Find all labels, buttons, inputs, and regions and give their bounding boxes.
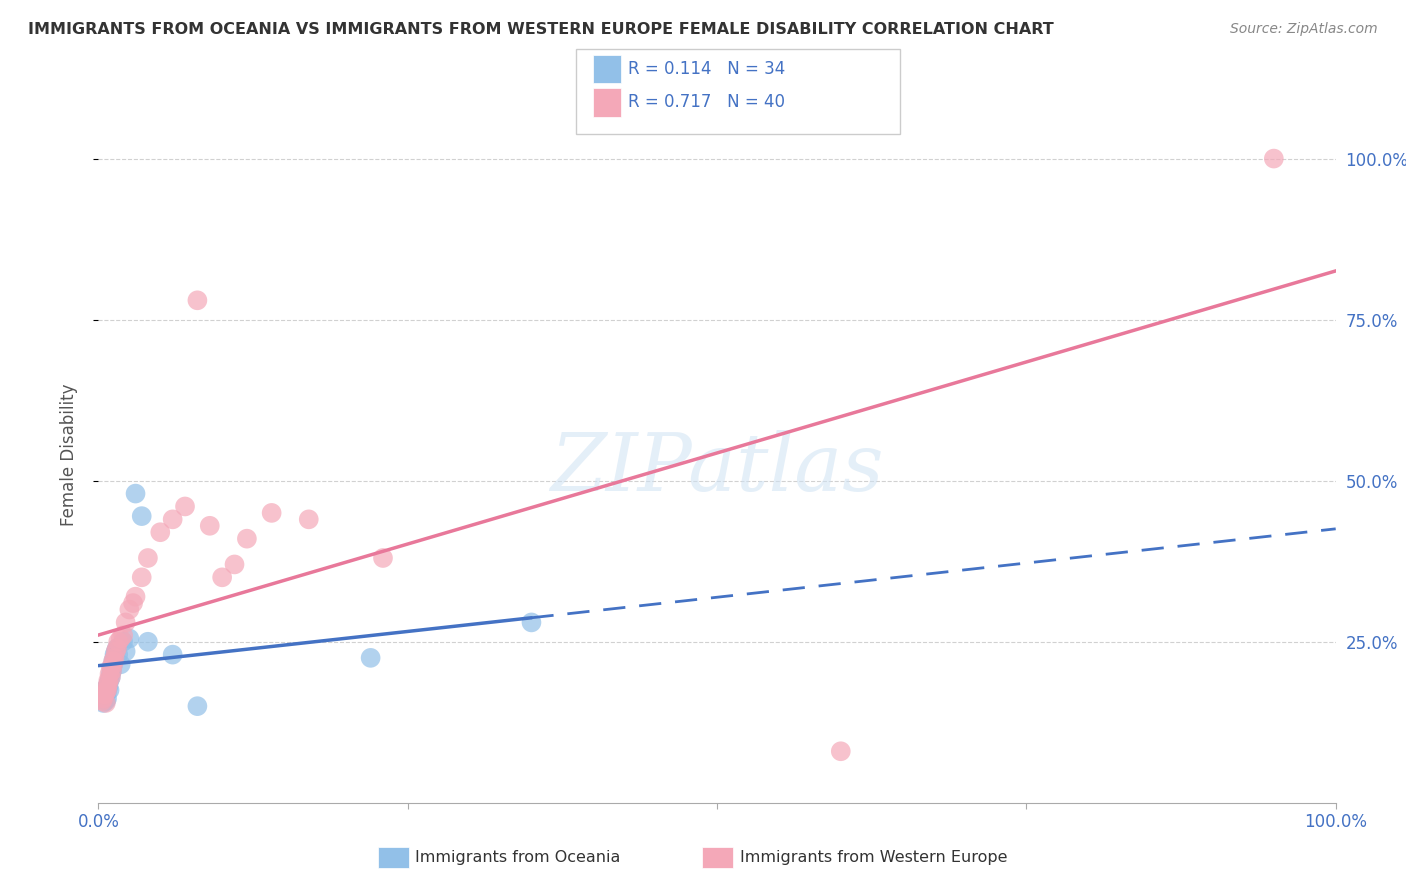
Point bbox=[107, 648, 129, 662]
Point bbox=[93, 691, 115, 706]
Point bbox=[97, 673, 120, 688]
Text: Source: ZipAtlas.com: Source: ZipAtlas.com bbox=[1230, 22, 1378, 37]
Point bbox=[91, 690, 114, 704]
Point bbox=[107, 634, 129, 648]
Point bbox=[136, 634, 159, 648]
Point bbox=[93, 683, 115, 698]
Point bbox=[93, 688, 115, 702]
Point bbox=[260, 506, 283, 520]
Point bbox=[103, 654, 125, 668]
Point bbox=[103, 651, 125, 665]
Point bbox=[93, 686, 115, 700]
Point bbox=[110, 657, 132, 672]
Point bbox=[100, 667, 122, 681]
Point bbox=[103, 648, 125, 662]
Point bbox=[118, 602, 141, 616]
Point bbox=[105, 641, 128, 656]
Point bbox=[174, 500, 197, 514]
Point bbox=[101, 664, 124, 678]
Point bbox=[136, 551, 159, 566]
Point bbox=[118, 632, 141, 646]
Point bbox=[98, 683, 121, 698]
Point bbox=[96, 685, 118, 699]
Point bbox=[101, 664, 124, 678]
Point bbox=[97, 680, 120, 694]
Point bbox=[103, 654, 125, 668]
Point bbox=[114, 615, 136, 630]
Point bbox=[186, 293, 208, 308]
Text: R = 0.114   N = 34: R = 0.114 N = 34 bbox=[628, 60, 786, 78]
Point bbox=[103, 651, 125, 665]
Point bbox=[298, 512, 321, 526]
Point bbox=[100, 670, 122, 684]
Point bbox=[198, 518, 221, 533]
Text: ZIPatlas: ZIPatlas bbox=[550, 430, 884, 508]
Point bbox=[94, 694, 117, 708]
Point bbox=[162, 512, 184, 526]
Point bbox=[96, 683, 118, 698]
Text: R = 0.717   N = 40: R = 0.717 N = 40 bbox=[628, 94, 786, 112]
Point bbox=[91, 694, 114, 708]
Point bbox=[360, 651, 382, 665]
Point bbox=[186, 699, 208, 714]
Point bbox=[162, 648, 184, 662]
Point bbox=[97, 676, 120, 690]
Point bbox=[104, 644, 127, 658]
Point bbox=[100, 670, 122, 684]
Point bbox=[124, 486, 146, 500]
Point bbox=[224, 558, 246, 572]
Point bbox=[97, 676, 120, 690]
Y-axis label: Female Disability: Female Disability bbox=[59, 384, 77, 526]
Point bbox=[94, 696, 117, 710]
Text: Immigrants from Western Europe: Immigrants from Western Europe bbox=[740, 850, 1007, 864]
Point bbox=[110, 632, 132, 646]
Point bbox=[98, 667, 121, 681]
Point bbox=[122, 596, 145, 610]
Point bbox=[103, 657, 125, 672]
Point bbox=[124, 590, 146, 604]
Point bbox=[94, 685, 117, 699]
Point bbox=[94, 688, 117, 702]
Point bbox=[101, 660, 124, 674]
Point bbox=[96, 680, 118, 694]
Point bbox=[1263, 152, 1285, 166]
Point bbox=[93, 696, 115, 710]
Point bbox=[103, 657, 125, 672]
Point bbox=[98, 673, 121, 688]
Text: Immigrants from Oceania: Immigrants from Oceania bbox=[415, 850, 620, 864]
Point bbox=[131, 570, 153, 584]
Point bbox=[114, 644, 136, 658]
Point bbox=[112, 634, 135, 648]
Point bbox=[105, 641, 128, 656]
Point bbox=[830, 744, 852, 758]
Point bbox=[520, 615, 543, 630]
Point bbox=[371, 551, 394, 566]
Point bbox=[112, 628, 135, 642]
Point bbox=[104, 644, 127, 658]
Point bbox=[96, 691, 118, 706]
Text: IMMIGRANTS FROM OCEANIA VS IMMIGRANTS FROM WESTERN EUROPE FEMALE DISABILITY CORR: IMMIGRANTS FROM OCEANIA VS IMMIGRANTS FR… bbox=[28, 22, 1054, 37]
Point bbox=[100, 660, 122, 674]
Point bbox=[236, 532, 259, 546]
Point bbox=[211, 570, 233, 584]
Point bbox=[149, 525, 172, 540]
Point bbox=[131, 509, 153, 524]
